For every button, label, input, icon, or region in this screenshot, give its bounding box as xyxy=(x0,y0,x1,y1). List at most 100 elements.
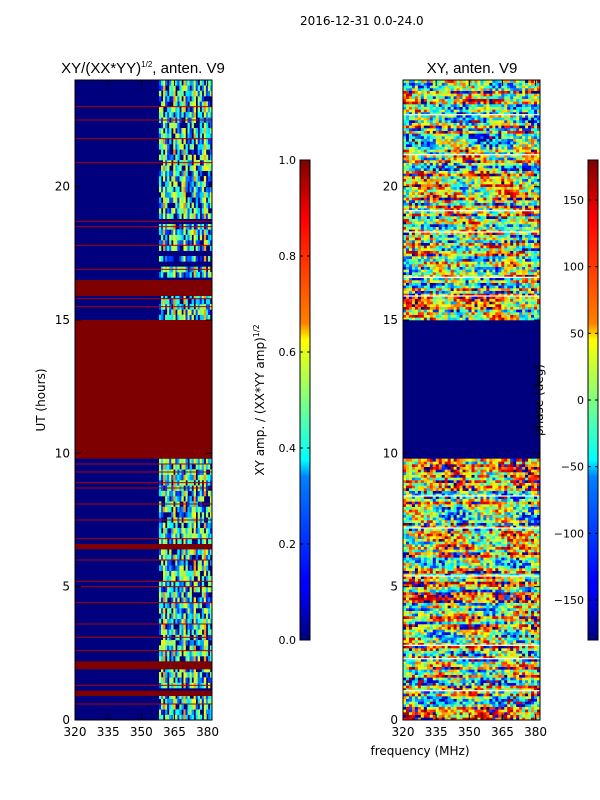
heatmap-cell xyxy=(498,533,502,537)
heatmap-cell xyxy=(483,568,487,571)
heatmap-cell xyxy=(525,629,529,633)
heatmap-cell xyxy=(474,589,478,593)
heatmap-cell xyxy=(405,717,410,720)
heatmap-cell xyxy=(510,568,514,571)
heatmap-cell xyxy=(525,562,529,566)
heatmap-cell xyxy=(471,648,475,651)
heatmap-cell xyxy=(191,144,194,150)
heatmap-cell xyxy=(468,661,472,665)
heatmap-cell xyxy=(423,618,428,622)
heatmap-cell xyxy=(193,570,196,577)
heatmap-cell xyxy=(173,474,176,481)
heatmap-cell xyxy=(199,565,203,571)
heatmap-cell xyxy=(429,634,434,638)
heatmap-cell xyxy=(165,165,168,171)
heatmap-cell xyxy=(420,544,425,547)
heatmap-cell xyxy=(435,656,440,659)
heatmap-cell xyxy=(525,640,529,643)
heatmap-cell xyxy=(403,680,407,683)
heatmap-cell xyxy=(201,613,205,619)
heatmap-cell xyxy=(207,490,211,497)
heatmap-cell xyxy=(498,704,502,707)
heatmap-cell xyxy=(513,690,517,694)
heatmap-cell xyxy=(420,626,425,630)
heatmap-cell xyxy=(171,197,174,203)
heatmap-cell xyxy=(209,581,212,587)
heatmap-cell xyxy=(429,642,434,646)
heatmap-cell xyxy=(420,682,425,686)
heatmap-cell xyxy=(465,648,469,651)
heatmap-cell xyxy=(203,490,207,497)
heatmap-cell xyxy=(462,544,466,547)
heatmap-cell xyxy=(191,101,194,107)
heatmap-cell xyxy=(438,693,443,697)
heatmap-cell xyxy=(447,693,451,697)
heatmap-cell xyxy=(510,642,514,646)
heatmap-cell xyxy=(480,538,484,542)
heatmap-cell xyxy=(474,544,478,547)
heatmap-cell xyxy=(163,549,166,555)
heatmap-cell xyxy=(450,600,454,603)
heatmap-cell xyxy=(420,618,425,622)
heatmap-cell xyxy=(423,626,428,630)
heatmap-cell xyxy=(468,714,472,718)
heatmap-cell xyxy=(193,586,196,593)
heatmap-cell xyxy=(528,552,532,555)
heatmap-cell xyxy=(513,581,517,585)
heatmap-cell xyxy=(417,693,422,697)
heatmap-cell xyxy=(510,712,514,715)
heatmap-cell xyxy=(183,693,186,699)
heatmap-cell xyxy=(414,680,419,683)
heatmap-cell xyxy=(187,650,190,657)
heatmap-cell xyxy=(501,666,505,670)
heatmap-cell xyxy=(426,629,431,633)
heatmap-cell xyxy=(197,245,201,251)
heatmap-cell xyxy=(165,490,168,497)
heatmap-cell xyxy=(429,552,434,555)
heatmap-cell xyxy=(432,610,437,614)
heatmap-cell xyxy=(504,672,508,675)
heatmap-cell xyxy=(462,645,466,649)
heatmap-cell xyxy=(185,576,188,582)
heatmap-cell xyxy=(435,589,440,593)
heatmap-cell xyxy=(510,674,514,678)
heatmap-cell xyxy=(534,621,538,625)
heatmap-cell xyxy=(423,658,428,662)
heatmap-cell xyxy=(189,101,192,107)
heatmap-cell xyxy=(165,170,168,177)
heatmap-cell xyxy=(489,712,493,715)
heatmap-cell xyxy=(474,557,478,561)
heatmap-cell xyxy=(199,186,203,193)
heatmap-cell xyxy=(528,656,532,659)
heatmap-cell xyxy=(495,554,499,558)
heatmap-cell xyxy=(519,597,523,601)
heatmap-cell xyxy=(528,538,532,542)
heatmap-cell xyxy=(207,272,211,278)
heatmap-cell xyxy=(165,149,168,155)
heatmap-cell xyxy=(195,709,199,715)
heatmap-cell xyxy=(171,85,174,91)
heatmap-cell xyxy=(207,106,211,113)
heatmap-cell xyxy=(193,272,196,278)
heatmap-cell xyxy=(205,202,209,209)
heatmap-cell xyxy=(426,546,431,550)
heatmap-cell xyxy=(405,658,410,662)
heatmap-cell xyxy=(417,661,422,665)
heatmap-cell xyxy=(477,549,481,553)
heatmap-cell xyxy=(405,709,410,713)
heatmap-cell xyxy=(486,565,490,569)
heatmap-cell xyxy=(201,618,205,625)
heatmap-cell xyxy=(477,704,481,707)
heatmap-cell xyxy=(465,621,469,625)
heatmap-cell xyxy=(534,538,538,542)
heatmap-cell xyxy=(183,672,186,678)
heatmap-cell xyxy=(429,600,434,603)
heatmap-cell xyxy=(489,685,493,689)
heatmap-cell xyxy=(163,618,166,625)
heatmap-cell xyxy=(447,573,451,577)
heatmap-cell xyxy=(405,624,410,627)
heatmap-cell xyxy=(189,672,192,678)
heatmap-cell xyxy=(187,112,190,118)
heatmap-cell xyxy=(209,608,212,614)
heatmap-cell xyxy=(163,650,166,657)
